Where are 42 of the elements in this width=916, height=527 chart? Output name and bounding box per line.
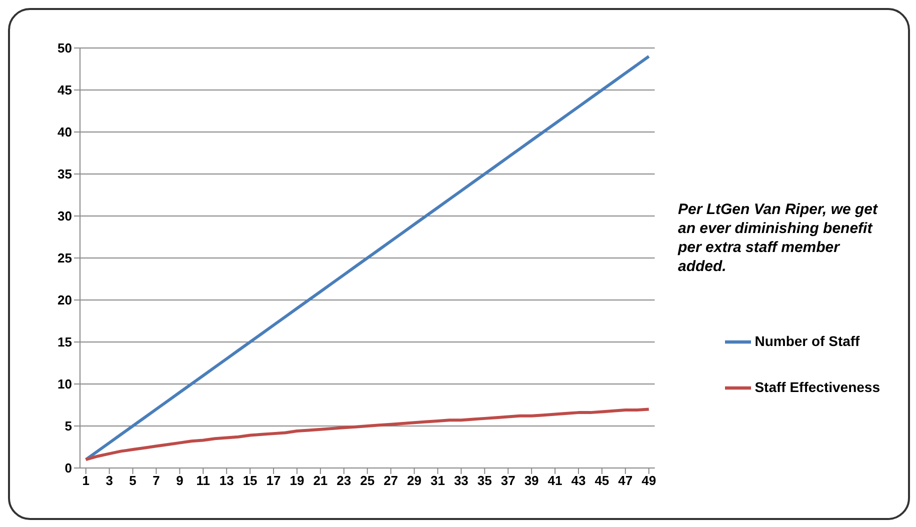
- x-tick-label: 9: [176, 473, 184, 488]
- chart-frame: Number of Staff Staff Effectiveness 1 3 5 7 9 11 13 15 17 19 21 23 25 27 29 31 33 35 37 39 41 43 45 47 49 0 5 10 15 20 25 30 35 40 45 50 Per LtGen Van Riper, we get an ever diminishing benefit per extra staff member added.: [8, 8, 910, 520]
- x-tick-label: 11: [196, 473, 210, 488]
- y-tick-label: 5: [64, 418, 72, 434]
- y-tick-label: 10: [58, 376, 72, 392]
- legend-label: Number of Staff: [754, 333, 860, 349]
- y-tick-label: 45: [58, 82, 72, 98]
- text: Per LtGen Van Riper, we get an ever diminishing benefit per extra staff member added.: [678, 200, 879, 276]
- legend-label: Staff Effectiveness: [754, 379, 880, 395]
- x-tick-label: 25: [360, 473, 375, 488]
- x-tick-label: 33: [454, 473, 468, 488]
- x-tick-label: 45: [594, 473, 610, 488]
- x-tick-label: 49: [642, 473, 656, 488]
- line-series: [84, 408, 650, 462]
- x-tick-label: 39: [524, 473, 539, 488]
- x-tick-label: 47: [618, 473, 633, 488]
- y-tick-label: 35: [58, 166, 72, 182]
- x-tick-label: 15: [242, 473, 258, 488]
- y-tick-label: 50: [58, 40, 72, 56]
- line-series: [84, 54, 650, 462]
- x-tick-label: 37: [500, 473, 516, 488]
- y-tick-label: 40: [58, 124, 72, 140]
- y-tick-label: 25: [58, 250, 72, 266]
- x-tick-label: 21: [313, 473, 328, 488]
- x-tick-label: 35: [477, 473, 492, 488]
- y-tick-label: 20: [58, 292, 72, 308]
- x-tick-label: 3: [106, 473, 113, 488]
- x-tick-label: 41: [548, 473, 562, 488]
- x-tick-label: 5: [129, 473, 136, 488]
- y-tick-label: 15: [58, 334, 72, 350]
- x-tick-label: 31: [430, 473, 445, 488]
- x-tick-label: 23: [336, 473, 352, 488]
- x-tick-label: 13: [219, 473, 234, 488]
- y-tick-label: 30: [58, 208, 72, 224]
- x-tick-label: 43: [571, 473, 586, 488]
- x-tick-label: 17: [266, 473, 281, 488]
- x-tick-label: 1: [82, 473, 90, 488]
- y-tick-label: 0: [64, 460, 72, 476]
- x-tick-label: 27: [384, 473, 398, 488]
- x-tick-label: 29: [407, 473, 422, 488]
- x-tick-label: 7: [152, 473, 160, 488]
- x-tick-label: 19: [290, 473, 304, 488]
